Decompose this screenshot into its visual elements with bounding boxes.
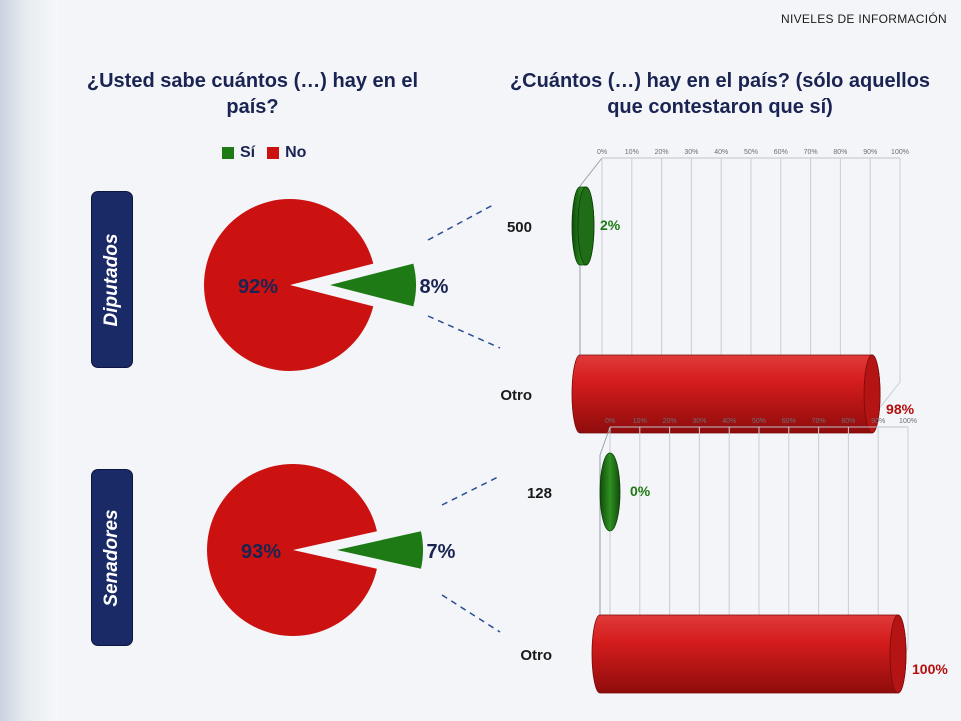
bar-senadores-tick-label: 80% [841,418,855,425]
section-header: NIVELES DE INFORMACIÓN [781,12,947,26]
bar-senadores-bar-0 [599,452,621,532]
bar-diputados-gridline-floor [877,381,901,411]
bar-senadores-tick-label: 10% [633,418,647,425]
legend-swatch-no [267,147,280,159]
bar-diputados-tick-label: 90% [863,149,877,156]
bar-diputados-bar-cap-0 [577,186,595,266]
bar-senadores-tick-label: 30% [692,418,706,425]
bar-diputados-tick-label: 50% [744,149,758,156]
bar-diputados-tick-label: 10% [625,149,639,156]
pie-diputados-label-yes: 8% [420,276,449,298]
bar-diputados-category-0: 500 [507,219,532,236]
bar-diputados-tick-label: 70% [804,149,818,156]
pie-diputados-slice-no [204,199,374,372]
bar-senadores-value-label-0: 0% [630,483,651,499]
bar-senadores-axis-left-depth [599,426,611,456]
connector-line [427,315,501,349]
pie-diputados-slice-yes [330,263,417,307]
pie-diputados-label-no: 92% [238,276,278,298]
legend-label-yes: Sí [240,144,256,161]
pie-senadores-label-no: 93% [241,541,281,563]
bar-diputados-tick-label: 20% [655,149,669,156]
bar-diputados-tick-label: 0% [597,149,607,156]
bar-senadores-tick-label: 40% [722,418,736,425]
bar-senadores-tick-label: 100% [899,418,917,425]
bar-senadores-value-label-1: 100% [912,661,948,677]
bar-senadores-tick-label: 70% [812,418,826,425]
bar-diputados-tick-label: 80% [833,149,847,156]
bar-senadores-tick-label: 50% [752,418,766,425]
row-label-diputados: Diputados [92,192,132,367]
connector-line [427,204,494,241]
bar-senadores-tick-label: 0% [605,418,615,425]
bar-diputados-axis-left-depth [579,157,603,187]
bar-diputados-tick-label: 100% [891,149,909,156]
bar-senadores-tick-label: 20% [663,418,677,425]
pie-legend: Sí No [222,144,318,162]
left-chart-title: ¿Usted sabe cuántos (…) hay en el país? [86,70,419,118]
bar-diputados-category-1: Otro [500,387,532,404]
right-chart-title: ¿Cuántos (…) hay en el país? (sólo aquel… [509,70,931,118]
legend-item-no: No [267,144,306,162]
connector-line [441,475,501,506]
bar-senadores-tick-label: 60% [782,418,796,425]
bar-diputados-tick-label: 60% [774,149,788,156]
bar-senadores-category-1: Otro [520,647,552,664]
legend-item-yes: Sí [222,144,255,162]
pie-senadores-label-yes: 7% [427,541,456,563]
bar-diputados-bar-cap-1 [863,354,881,434]
bar-diputados-value-label-0: 2% [600,217,621,233]
bar-senadores-category-0: 128 [527,485,552,502]
bar-diputados-tick-label: 40% [714,149,728,156]
row-label-senadores: Senadores [92,470,132,645]
bar-senadores-bar-1 [591,614,907,694]
bar-diputados-tick-label: 30% [684,149,698,156]
legend-swatch-yes [222,147,234,159]
pie-senadores-slice-no [207,464,377,637]
legend-label-no: No [285,144,307,161]
connector-line [441,594,501,633]
bar-senadores-bar-cap-1 [889,614,907,694]
pie-senadores-slice-yes [337,531,423,569]
bar-diputados-value-label-1: 98% [886,401,915,417]
bar-senadores-tick-label: 90% [871,418,885,425]
decorative-side-strip [0,0,58,721]
